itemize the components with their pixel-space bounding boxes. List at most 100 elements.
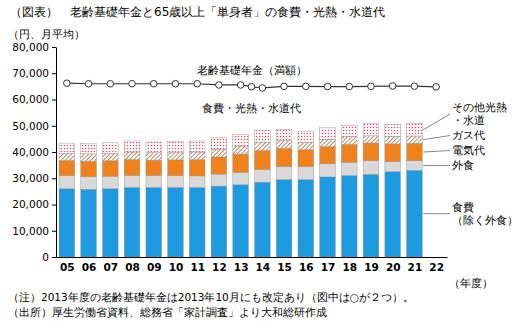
bar <box>102 153 118 160</box>
marker <box>194 80 201 87</box>
tick-mark <box>52 152 56 153</box>
bar <box>233 172 249 185</box>
leader-line <box>423 136 450 140</box>
marker <box>107 80 114 87</box>
bar <box>298 150 314 167</box>
bar <box>124 141 140 152</box>
legend-label: その他光熱・水道 <box>452 101 507 126</box>
bar <box>211 149 227 157</box>
tick: 05 <box>60 257 75 273</box>
marker <box>346 83 353 90</box>
tick-mark <box>52 178 56 179</box>
tick: 21 <box>408 257 423 273</box>
tick: 0 <box>42 251 56 263</box>
bar <box>189 187 205 257</box>
bar <box>102 176 118 189</box>
tick: 70,000 <box>12 67 56 79</box>
bar <box>59 143 75 153</box>
tick-label: 10,000 <box>12 225 49 237</box>
bar <box>233 154 249 172</box>
tick-label: 70,000 <box>12 67 49 79</box>
tick-label: 10 <box>169 261 184 273</box>
marker <box>129 80 136 87</box>
legend-label-line: （除く外食） <box>452 214 518 226</box>
tick: 60,000 <box>12 93 56 105</box>
legend-label-line: ガス代 <box>452 129 485 141</box>
bar <box>407 170 423 257</box>
bar <box>168 187 184 257</box>
tick: 17 <box>321 257 336 273</box>
tick: 80,000 <box>12 41 56 53</box>
bar <box>211 138 227 149</box>
marker <box>248 83 255 90</box>
bar <box>211 174 227 186</box>
bar <box>211 157 227 174</box>
tick: 10 <box>169 257 184 273</box>
bar <box>255 150 271 169</box>
bar <box>168 160 184 176</box>
tick-label: 40,000 <box>12 146 49 158</box>
tick: 50,000 <box>12 120 56 132</box>
bar <box>81 154 97 161</box>
bar <box>146 153 162 160</box>
tick-label: 21 <box>408 261 423 273</box>
note: （出所）厚生労働省資料、総務省「家計調査」より大和総研作成 <box>8 306 327 318</box>
bar <box>341 137 357 145</box>
bar <box>320 164 336 177</box>
bar <box>59 160 75 175</box>
bar <box>189 141 205 152</box>
bar <box>341 162 357 175</box>
marker <box>237 82 244 89</box>
tick-mark <box>52 100 56 101</box>
bar <box>59 189 75 257</box>
leader-line <box>423 114 450 130</box>
axis-line <box>57 257 448 258</box>
bar <box>363 161 379 175</box>
plot-area <box>59 80 439 257</box>
tick-label: 80,000 <box>12 41 49 53</box>
bar <box>233 146 249 154</box>
bar <box>320 177 336 257</box>
leader-line <box>423 151 450 152</box>
tick-mark <box>52 205 56 206</box>
bar <box>146 187 162 257</box>
bar <box>363 124 379 136</box>
bar <box>255 130 271 142</box>
bar <box>81 161 97 176</box>
marker <box>368 83 375 90</box>
bar <box>276 140 292 148</box>
tick: 09 <box>147 257 162 273</box>
leader-line <box>423 213 450 214</box>
tick: 07 <box>103 257 118 273</box>
bar <box>341 176 357 257</box>
bar <box>124 175 140 187</box>
bar <box>233 185 249 257</box>
tick-label: 09 <box>147 261 162 273</box>
bar <box>168 153 184 160</box>
annotation: 食費・光熱・水道代 <box>202 102 301 115</box>
bar <box>59 176 75 189</box>
marker <box>281 83 288 90</box>
legend-label: 食費（除く外食） <box>452 201 518 226</box>
tick: 22 <box>429 257 444 273</box>
tick: 15 <box>277 257 292 273</box>
bar <box>298 180 314 257</box>
bar <box>124 160 140 176</box>
bar <box>363 174 379 257</box>
tick-label: 22 <box>429 261 444 273</box>
tick-label: 50,000 <box>12 120 49 132</box>
bar <box>341 144 357 162</box>
note: （注）2013年度の老齢基礎年金は2013年10月にも改定あり（図中は○が２つ）… <box>8 291 414 303</box>
marker <box>433 84 440 91</box>
bar <box>363 136 379 143</box>
bar <box>320 139 336 146</box>
tick-label: 0 <box>42 251 49 263</box>
tick: 06 <box>82 257 97 273</box>
bar <box>146 142 162 153</box>
bar <box>146 160 162 175</box>
legend-label-line: 電気代 <box>452 144 485 156</box>
tick-label: 18 <box>342 261 357 273</box>
marker <box>389 83 396 90</box>
bar <box>168 142 184 153</box>
bar <box>276 180 292 257</box>
